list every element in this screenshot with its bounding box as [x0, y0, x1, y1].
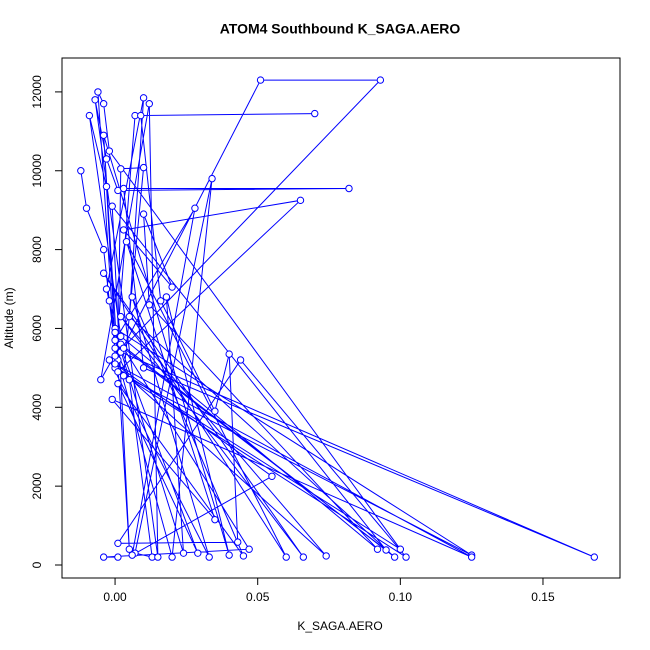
- x-axis-label: K_SAGA.AERO: [297, 619, 382, 633]
- y-tick-label: 6000: [30, 315, 44, 342]
- data-point: [194, 549, 202, 557]
- data-point: [191, 204, 199, 212]
- data-point: [111, 352, 119, 360]
- data-point: [402, 553, 410, 561]
- data-point: [119, 344, 128, 352]
- data-point: [102, 182, 111, 191]
- data-point: [99, 131, 108, 139]
- plot-frame: [61, 57, 621, 579]
- data-point: [119, 184, 128, 193]
- data-point: [168, 553, 176, 561]
- data-point: [208, 174, 216, 183]
- data-point: [111, 336, 119, 344]
- data-point: [114, 539, 122, 548]
- data-point: [82, 204, 91, 212]
- data-point: [119, 372, 128, 380]
- data-point: [99, 245, 108, 254]
- data-point: [117, 312, 125, 321]
- data-point: [128, 293, 136, 301]
- data-point: [345, 184, 353, 193]
- data-point: [322, 552, 330, 560]
- data-point: [105, 147, 114, 155]
- y-tick-label: 8000: [30, 236, 44, 263]
- data-point: [111, 328, 119, 337]
- data-point: [139, 210, 148, 218]
- data-point: [467, 553, 476, 561]
- data-point: [108, 202, 116, 210]
- data-point: [396, 545, 405, 553]
- data-point: [114, 379, 122, 388]
- data-point: [590, 553, 599, 561]
- data-point: [299, 553, 308, 561]
- data-point: [139, 364, 148, 372]
- data-point: [145, 301, 153, 309]
- data-point: [117, 332, 125, 341]
- data-point: [114, 368, 122, 376]
- data-point: [268, 472, 276, 480]
- y-tick-label: 0: [30, 561, 44, 568]
- data-point: [179, 549, 188, 557]
- y-tick-label: 2000: [30, 472, 44, 499]
- data-point: [97, 375, 105, 384]
- data-point: [376, 76, 385, 84]
- data-point: [111, 344, 119, 352]
- data-point: [382, 546, 390, 554]
- data-point: [162, 293, 171, 301]
- data-point: [125, 375, 134, 384]
- data-point: [94, 88, 102, 96]
- data-point: [225, 350, 233, 358]
- data-point: [85, 111, 94, 120]
- data-point: [168, 283, 176, 291]
- data-point: [111, 360, 119, 368]
- data-point: [99, 269, 108, 277]
- x-tick-label: 0.15: [531, 590, 555, 604]
- data-point: [154, 553, 162, 561]
- data-line: [80, 79, 595, 558]
- data-point: [205, 553, 213, 561]
- y-axis-label: Altitude (m): [2, 287, 16, 348]
- data-point: [119, 226, 128, 234]
- x-tick-label: 0.10: [389, 590, 413, 604]
- data-point: [145, 100, 153, 108]
- data-point: [225, 551, 233, 559]
- data-point: [105, 356, 114, 364]
- data-point: [122, 238, 131, 246]
- data-point: [114, 553, 122, 561]
- data-point: [211, 407, 219, 415]
- y-tick-label: 4000: [30, 394, 44, 421]
- data-point: [139, 163, 148, 172]
- chart-title: ATOM4 Southbound K_SAGA.AERO: [220, 21, 461, 37]
- data-point: [137, 111, 145, 120]
- data-point: [139, 94, 148, 102]
- data-point: [245, 545, 253, 553]
- data-point: [128, 551, 136, 559]
- y-tick-label: 10000: [30, 154, 44, 188]
- data-point: [99, 100, 108, 108]
- data-point: [102, 155, 111, 163]
- data-point: [311, 109, 319, 118]
- x-tick-label: 0.05: [246, 590, 270, 604]
- data-point: [108, 395, 116, 404]
- data-point: [373, 545, 382, 553]
- data-point: [239, 552, 248, 560]
- data-point: [99, 553, 108, 561]
- data-point: [77, 167, 85, 175]
- data-point: [234, 538, 242, 546]
- data-point: [157, 297, 165, 305]
- data-point: [91, 96, 99, 104]
- data-point: [125, 545, 134, 553]
- data-point: [296, 196, 305, 205]
- data-point: [125, 312, 134, 321]
- data-point: [282, 553, 290, 561]
- data-point: [117, 165, 125, 173]
- data-point: [105, 297, 114, 305]
- data-point: [256, 76, 265, 84]
- y-tick-label: 12000: [30, 75, 44, 109]
- x-tick-label: 0.00: [103, 590, 127, 604]
- data-point: [390, 553, 399, 561]
- data-point: [211, 515, 219, 524]
- data-point: [236, 356, 245, 364]
- data-point: [102, 285, 111, 293]
